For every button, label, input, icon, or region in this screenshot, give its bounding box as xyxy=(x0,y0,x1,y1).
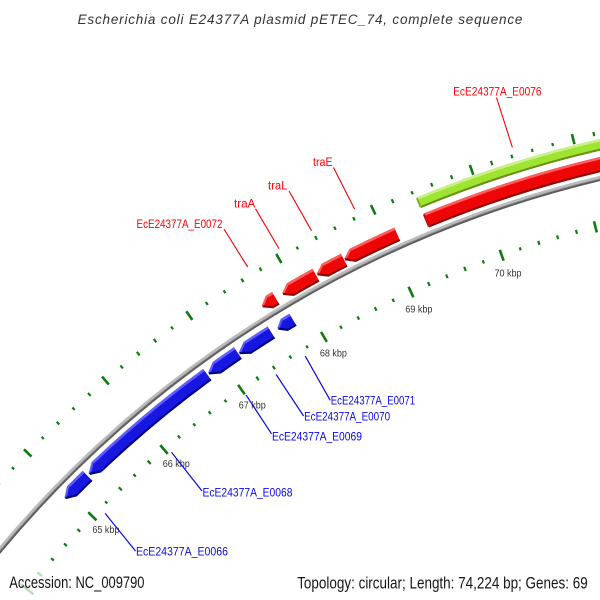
svg-text:traL: traL xyxy=(268,178,288,192)
svg-text:Escherichia coli E24377A plasm: Escherichia coli E24377A plasmid pETEC_7… xyxy=(78,12,523,27)
svg-text:traE: traE xyxy=(313,155,333,169)
svg-text:EcE24377A_E0071: EcE24377A_E0071 xyxy=(331,394,416,408)
svg-text:66 kbp: 66 kbp xyxy=(163,459,190,470)
svg-text:Topology: circular; Length: 74: Topology: circular; Length: 74,224 bp; G… xyxy=(297,574,588,592)
svg-text:70 kbp: 70 kbp xyxy=(495,268,522,279)
svg-text:EcE24377A_E0066: EcE24377A_E0066 xyxy=(136,544,228,558)
svg-text:EcE24377A_E0069: EcE24377A_E0069 xyxy=(272,429,362,443)
svg-text:traA: traA xyxy=(234,196,255,210)
svg-text:68 kbp: 68 kbp xyxy=(320,349,347,360)
svg-text:67 kbp: 67 kbp xyxy=(239,400,266,411)
svg-text:EcE24377A_E0072: EcE24377A_E0072 xyxy=(137,217,223,231)
svg-text:Accession: NC_009790: Accession: NC_009790 xyxy=(9,574,144,592)
svg-text:EcE24377A_E0076: EcE24377A_E0076 xyxy=(453,85,542,99)
svg-text:65 kbp: 65 kbp xyxy=(92,525,119,536)
svg-text:EcE24377A_E0070: EcE24377A_E0070 xyxy=(304,409,390,423)
svg-text:EcE24377A_E0068: EcE24377A_E0068 xyxy=(203,486,293,500)
svg-text:69 kbp: 69 kbp xyxy=(405,305,432,316)
